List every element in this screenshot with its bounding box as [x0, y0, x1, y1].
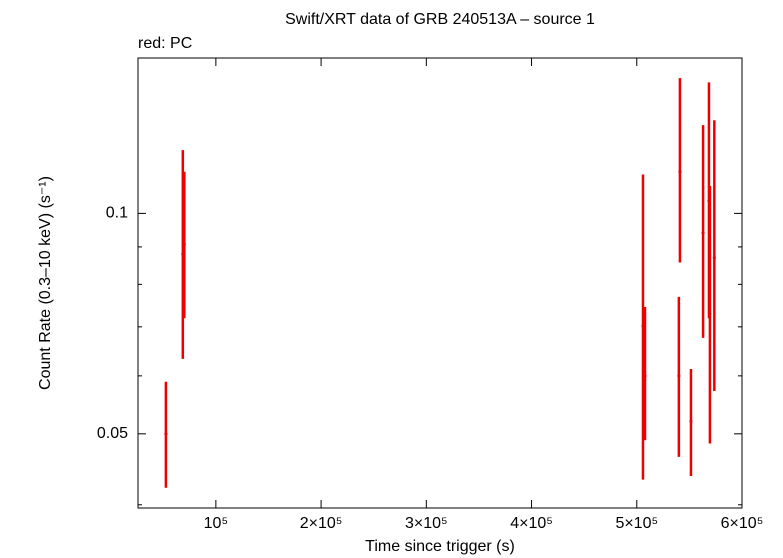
x-tick-label: 6×10⁵: [721, 515, 764, 532]
x-tick-label: 5×10⁵: [615, 515, 658, 532]
chart-title: Swift/XRT data of GRB 240513A – source 1: [285, 11, 595, 28]
x-tick-label: 3×10⁵: [405, 515, 448, 532]
chart-subtitle: red: PC: [138, 35, 192, 52]
x-axis-label: Time since trigger (s): [365, 538, 515, 555]
y-tick-label: 0.05: [97, 425, 128, 442]
x-tick-label: 2×10⁵: [300, 515, 343, 532]
y-axis-label: Count Rate (0.3–10 keV) (s⁻¹): [37, 176, 54, 390]
plot-frame: [137, 57, 743, 509]
x-tick-label: 10⁵: [204, 515, 228, 532]
x-tick-label: 4×10⁵: [510, 515, 553, 532]
y-tick-label: 0.1: [106, 205, 128, 222]
